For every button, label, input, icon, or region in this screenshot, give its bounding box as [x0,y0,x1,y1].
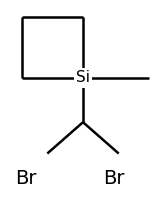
Text: Br: Br [15,169,37,188]
Text: Br: Br [103,169,124,188]
Text: Si: Si [76,70,90,85]
